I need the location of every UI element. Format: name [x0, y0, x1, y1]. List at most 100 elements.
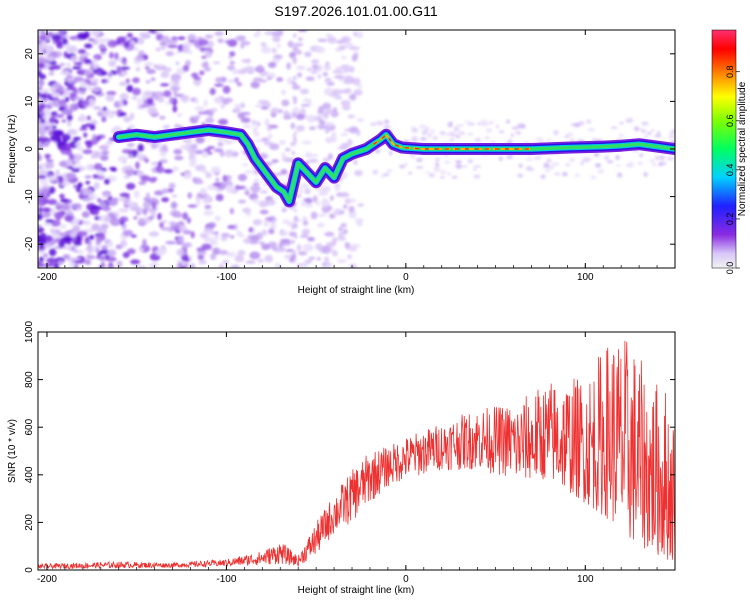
spectrogram-noise-blob — [56, 138, 62, 144]
spectrogram-noise-blob — [242, 163, 249, 167]
spectrogram-noise-blob — [544, 169, 551, 172]
spectrogram-noise-blob — [510, 133, 514, 137]
spectrogram-noise-blob — [306, 67, 312, 72]
spectrogram-noise-blob — [427, 133, 432, 138]
spectrogram-noise-blob — [433, 166, 441, 172]
spectrogram-noise — [38, 30, 675, 268]
spectrogram-noise-blob — [310, 70, 318, 75]
spectrogram-noise-blob — [84, 259, 91, 265]
spectrogram-noise-blob — [671, 129, 675, 133]
spectrogram-noise-blob — [569, 138, 575, 142]
spectrogram-noise-blob — [117, 155, 128, 163]
spectrogram-noise-blob — [187, 34, 197, 42]
snr-x-tick-label: -200 — [37, 574, 57, 585]
spectrogram-noise-blob — [155, 47, 161, 52]
spectrogram-noise-blob — [248, 227, 254, 233]
spectrogram-noise-blob — [281, 99, 290, 107]
spectrogram-noise-blob — [95, 246, 100, 253]
spectrogram-noise-blob — [618, 134, 625, 137]
spectrogram-noise-blob — [101, 115, 107, 123]
spectrogram-noise-blob — [137, 143, 144, 152]
spectrogram-noise-blob — [297, 251, 308, 256]
spectrogram-noise-blob — [123, 175, 131, 179]
spectrogram-noise-blob — [428, 173, 436, 178]
spectrogram-noise-blob — [44, 263, 53, 268]
spectrogram-noise-blob — [511, 126, 520, 130]
spectrogram-noise-blob — [193, 180, 204, 185]
spectrogram-noise-blob — [654, 155, 660, 161]
spectrogram-noise-blob — [261, 229, 268, 236]
spectrogram-noise-blob — [292, 112, 296, 117]
spectrogram-noise-blob — [295, 125, 305, 132]
spectrogram-noise-blob — [450, 133, 457, 137]
spectrogram-noise-blob — [118, 81, 128, 87]
spectrogram-noise-blob — [383, 124, 391, 129]
spectrogram-noise-blob — [130, 259, 141, 265]
spectrogram-noise-blob — [317, 74, 322, 79]
spectrogram-noise-blob — [287, 77, 292, 85]
spectrogram-noise-blob — [80, 100, 91, 107]
spectrogram-noise-blob — [649, 158, 655, 163]
spectrogram-noise-blob — [302, 220, 309, 226]
spectrogram-noise-blob — [136, 152, 143, 160]
spectrogram-noise-blob — [210, 253, 217, 261]
spectrogram-noise-blob — [311, 64, 318, 69]
spectrogram-noise-blob — [342, 228, 348, 235]
spectrogram-noise-blob — [410, 154, 416, 159]
spectrogram-noise-blob — [157, 161, 163, 167]
spectrogram-noise-blob — [133, 56, 145, 62]
spectrogram-noise-blob — [593, 152, 600, 158]
spectrogram-noise-blob — [212, 182, 222, 187]
spectrogram-noise-blob — [163, 90, 172, 98]
spectrogram-noise-blob — [197, 254, 205, 260]
spectrogram-noise-blob — [276, 77, 284, 82]
spectrogram-noise-blob — [658, 162, 663, 167]
spectrogram-noise-blob — [43, 45, 55, 52]
spectrogram-noise-blob — [195, 136, 205, 144]
page-title: S197.2026.101.01.00.G11 — [274, 3, 438, 19]
spectrogram-noise-blob — [161, 197, 170, 203]
spectrogram-noise-blob — [132, 77, 140, 84]
spectrogram-noise-blob — [73, 240, 82, 246]
spectrogram-noise-blob — [117, 197, 128, 202]
spectrogram-noise-blob — [266, 76, 273, 81]
spectrogram-noise-blob — [237, 199, 247, 204]
spectrogram-noise-blob — [71, 66, 82, 70]
spectrogram-noise-blob — [108, 212, 114, 218]
spectrogram-noise-blob — [327, 153, 333, 161]
spectrogram-noise-blob — [229, 61, 236, 65]
spectrogram-noise-blob — [213, 97, 223, 103]
spectrogram-x-tick-label: 0 — [403, 272, 409, 283]
spectrogram-noise-blob — [473, 165, 482, 168]
spectrogram-noise-blob — [126, 142, 135, 148]
spectrogram-noise-blob — [191, 72, 199, 78]
spectrogram-noise-blob — [357, 203, 365, 207]
spectrogram-noise-blob — [153, 190, 163, 196]
spectrogram-noise-blob — [131, 95, 138, 100]
spectrogram-noise-blob — [260, 190, 268, 194]
spectrogram-noise-blob — [495, 124, 499, 129]
spectrogram-noise-blob — [327, 36, 337, 44]
spectrogram-x-tick-label: 100 — [577, 272, 594, 283]
spectrogram-noise-blob — [616, 174, 623, 179]
spectrogram-noise-blob — [283, 254, 292, 260]
spectrogram-noise-blob — [39, 34, 46, 41]
spectrogram-noise-blob — [408, 171, 412, 175]
spectrogram-noise-blob — [638, 162, 643, 165]
spectrogram-x-label: Height of straight line (km) — [298, 285, 415, 296]
spectrogram-noise-blob — [102, 106, 107, 111]
spectrogram-noise-blob — [92, 106, 101, 110]
spectrogram-noise-blob — [166, 188, 175, 193]
spectrogram-noise-blob — [340, 64, 350, 69]
spectrogram-noise-blob — [38, 97, 44, 105]
spectrogram-noise-blob — [459, 131, 466, 135]
spectrogram-noise-blob — [171, 194, 178, 198]
spectrogram-noise-blob — [316, 257, 321, 261]
spectrogram-noise-blob — [38, 153, 41, 161]
spectrogram-noise-blob — [652, 162, 657, 167]
spectrogram-noise-blob — [103, 205, 110, 212]
spectrogram-noise-blob — [178, 225, 187, 233]
spectrogram-noise-blob — [444, 161, 451, 164]
spectrogram-noise-blob — [122, 60, 128, 66]
spectrogram-noise-blob — [329, 213, 335, 219]
